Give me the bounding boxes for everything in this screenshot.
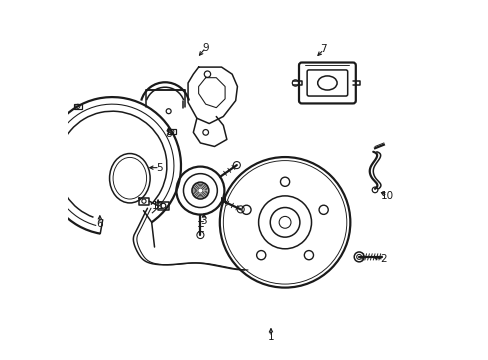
- Text: 10: 10: [380, 191, 393, 201]
- Text: 5: 5: [156, 163, 163, 173]
- Text: 11: 11: [151, 202, 164, 211]
- Text: 2: 2: [380, 255, 386, 264]
- Text: 3: 3: [200, 216, 207, 226]
- Text: 7: 7: [320, 45, 326, 54]
- Text: 6: 6: [96, 219, 103, 229]
- Text: 8: 8: [165, 129, 172, 139]
- Text: 9: 9: [202, 43, 208, 53]
- Text: 1: 1: [267, 332, 274, 342]
- Text: 4: 4: [220, 196, 226, 206]
